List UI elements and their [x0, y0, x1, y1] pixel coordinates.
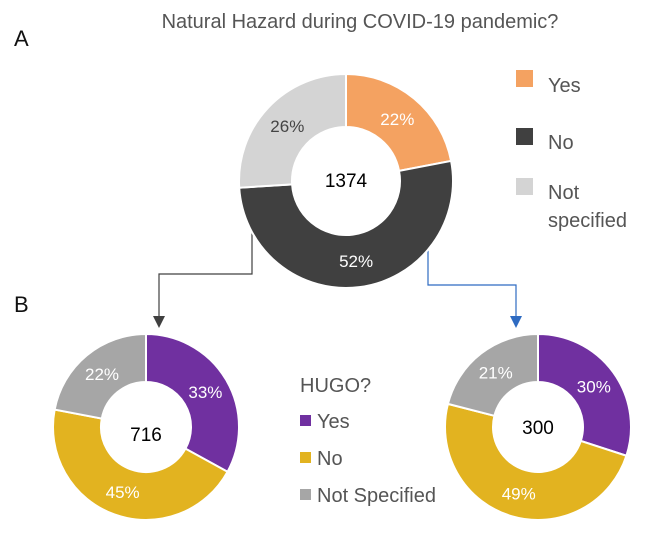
- center-total-b-left: 716: [130, 425, 162, 446]
- donut-a-label-yes: 22%: [380, 110, 414, 129]
- panel-label-a: A: [14, 26, 29, 51]
- donut-b1-label-no: 45%: [106, 483, 140, 502]
- donut-b2-label-yes: 30%: [577, 377, 611, 396]
- center-total-b-right: 300: [522, 418, 554, 439]
- arrow-head-left: [153, 316, 165, 328]
- donut-chart-b-left: 33% 45% 22%: [52, 332, 240, 521]
- connector-right: [427, 232, 522, 328]
- legend-b-label-ns: Not Specified: [317, 485, 436, 507]
- donut-b1-slice-not-specified: [53, 332, 147, 420]
- center-total-a: 1374: [325, 171, 368, 192]
- legend-a: Yes No Not specified: [516, 70, 627, 232]
- legend-a-label-ns-line1: Not: [548, 182, 580, 204]
- donut-b2-slice-not-specified: [446, 332, 539, 418]
- legend-b-label-yes: Yes: [317, 411, 350, 433]
- donut-a-slice-yes: [345, 72, 453, 173]
- donut-a-label-no: 52%: [339, 252, 373, 271]
- legend-a-swatch-no: [516, 128, 533, 145]
- donut-b2-slice-no: [444, 402, 628, 521]
- donut-a-label-not-specified: 26%: [270, 117, 304, 136]
- donut-chart-a: 22% 52% 26%: [238, 72, 454, 289]
- legend-a-swatch-yes: [516, 70, 533, 87]
- legend-b-label-no: No: [317, 448, 343, 470]
- donut-a-slice-not-specified: [238, 72, 347, 189]
- donut-b2-slice-yes: [537, 332, 632, 457]
- legend-b-swatch-ns: [300, 489, 311, 500]
- donut-b2-label-not-specified: 21%: [479, 363, 513, 382]
- legend-a-label-yes: Yes: [548, 75, 581, 97]
- donut-a-slice-no: [238, 159, 454, 289]
- donut-b2-label-no: 49%: [502, 484, 536, 503]
- donut-chart-b-right: 30% 49% 21%: [444, 332, 632, 521]
- legend-b-swatch-yes: [300, 415, 311, 426]
- legend-a-swatch-ns: [516, 178, 533, 195]
- donut-b1-label-yes: 33%: [188, 383, 222, 402]
- chart-a-title: Natural Hazard during COVID-19 pandemic?: [162, 11, 559, 33]
- legend-a-label-ns: Not specified: [548, 182, 627, 232]
- legend-a-label-ns-line2: specified: [548, 210, 627, 232]
- donut-b1-slice-yes: [145, 332, 240, 474]
- donut-b1-label-not-specified: 22%: [85, 365, 119, 384]
- legend-b: HUGO? Yes No Not Specified: [300, 375, 436, 507]
- legend-b-title: HUGO?: [300, 375, 371, 397]
- legend-b-swatch-no: [300, 452, 311, 463]
- donut-b1-slice-no: [52, 408, 229, 521]
- panel-label-b: B: [14, 292, 29, 317]
- connector-left: [153, 232, 253, 328]
- legend-a-label-no: No: [548, 132, 574, 154]
- arrow-head-right: [510, 316, 522, 328]
